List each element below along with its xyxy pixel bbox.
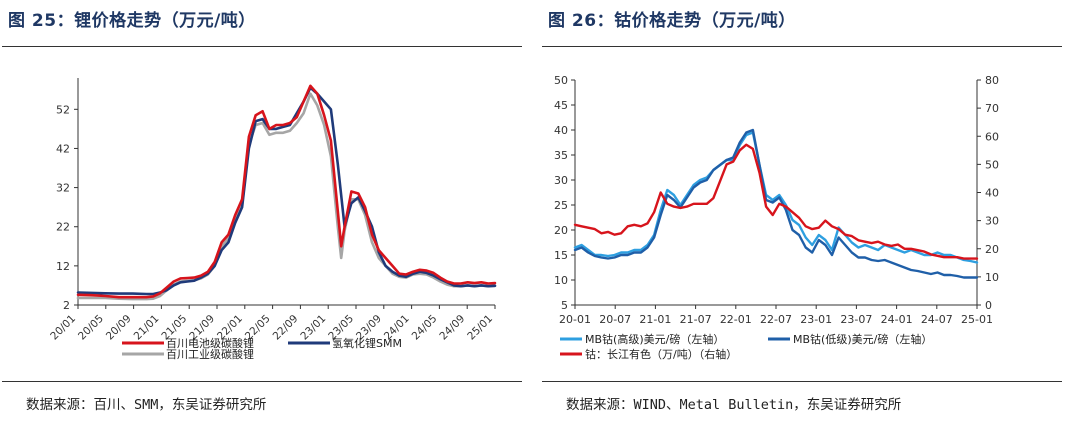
series-line [76, 84, 497, 299]
left-y-tick-label: 15 [554, 249, 568, 262]
right-y-tick-label: 80 [985, 74, 999, 87]
y-tick-label: 42 [56, 142, 70, 155]
x-tick-label: 23-07 [840, 313, 872, 326]
left-y-tick-label: 5 [561, 299, 568, 312]
left-y-tick-label: 40 [554, 124, 568, 137]
left-y-tick-label: 20 [554, 224, 568, 237]
x-tick-label: 20/01 [48, 313, 78, 343]
x-tick-label: 20/05 [76, 313, 106, 343]
left-y-tick-label: 50 [554, 74, 568, 87]
y-tick-label: 52 [56, 103, 70, 116]
x-tick-label: 25-01 [961, 313, 993, 326]
x-tick-label: 20-01 [559, 313, 591, 326]
left-y-tick-label: 30 [554, 174, 568, 187]
y-tick-label: 22 [56, 221, 70, 234]
right-y-tick-label: 70 [985, 102, 999, 115]
figure-title: 图 26：钴价格走势（万元/吨） [548, 11, 796, 31]
legend-label: 百川工业级碳酸锂 [166, 347, 254, 361]
series-line [573, 143, 979, 260]
x-tick-label: 23-01 [800, 313, 832, 326]
x-tick-label: 24-01 [881, 313, 913, 326]
x-tick-label: 20/09 [104, 313, 134, 343]
bottom-rule [542, 381, 1062, 382]
right-y-tick-label: 20 [985, 243, 999, 256]
legend-label: 百川电池级碳酸锂 [166, 336, 254, 350]
left-y-tick-label: 45 [554, 99, 568, 112]
series-line [76, 86, 497, 296]
left-y-tick-label: 25 [554, 199, 568, 212]
legend-label: 氢氧化锂SMM [332, 336, 402, 350]
right-y-tick-label: 40 [985, 187, 999, 200]
top-rule [2, 46, 522, 47]
cobalt-price-panel: 图 26：钴价格走势（万元/吨） 5 10 15 20 25 30 35 40 45 50 0 10 2… [540, 0, 1080, 424]
cobalt-price-chart: 5 10 15 20 25 30 35 40 45 50 0 10 20 30 40 50 60 70 80 20-0… [554, 74, 999, 361]
right-y-tick-label: 60 [985, 130, 999, 143]
x-tick-label: 23/01 [298, 313, 328, 343]
y-tick-label: 32 [56, 182, 70, 195]
y-tick-label: 2 [63, 299, 70, 312]
right-y-tick-label: 30 [985, 215, 999, 228]
source-note: 数据来源：百川、SMM，东吴证券研究所 [26, 397, 267, 413]
legend-label: MB钴(高级)美元/磅（左轴） [585, 332, 724, 346]
right-y-tick-label: 50 [985, 158, 999, 171]
top-rule [542, 46, 1062, 47]
bottom-rule [2, 381, 522, 382]
x-tick-label: 21-01 [639, 313, 671, 326]
lithium-price-panel: 图 25：锂价格走势（万元/吨） 2 12 22 32 42 52 20/01 20/05 20… [2, 11, 522, 413]
series-line [573, 131, 979, 264]
right-y-tick-label: 10 [985, 271, 999, 284]
x-tick-label: 22/09 [271, 313, 301, 343]
right-y-tick-label: 0 [985, 299, 992, 312]
x-tick-label: 24-07 [921, 313, 953, 326]
figure-title: 图 25：锂价格走势（万元/吨） [8, 11, 256, 31]
legend-label: MB钴(低级)美元/磅（左轴） [793, 332, 932, 346]
left-y-tick-label: 10 [554, 274, 568, 287]
source-note: 数据来源：WIND、Metal Bulletin，东吴证券研究所 [566, 397, 902, 413]
legend-label: 钴：长江有色（万/吨）（右轴） [585, 347, 737, 361]
lithium-price-chart: 2122232425220/0120/0520/0921/0121/0521/0… [48, 78, 497, 361]
x-tick-label: 20-07 [599, 313, 631, 326]
series-line [573, 128, 979, 279]
x-tick-label: 22-07 [760, 313, 792, 326]
x-tick-label: 24/09 [437, 313, 467, 343]
x-tick-label: 25/01 [465, 313, 495, 343]
x-tick-label: 21/01 [132, 313, 162, 343]
x-tick-label: 24/05 [410, 313, 440, 343]
x-tick-label: 22-01 [720, 313, 752, 326]
x-tick-label: 21-07 [680, 313, 712, 326]
left-y-tick-label: 35 [554, 149, 568, 162]
y-tick-label: 12 [56, 260, 70, 273]
